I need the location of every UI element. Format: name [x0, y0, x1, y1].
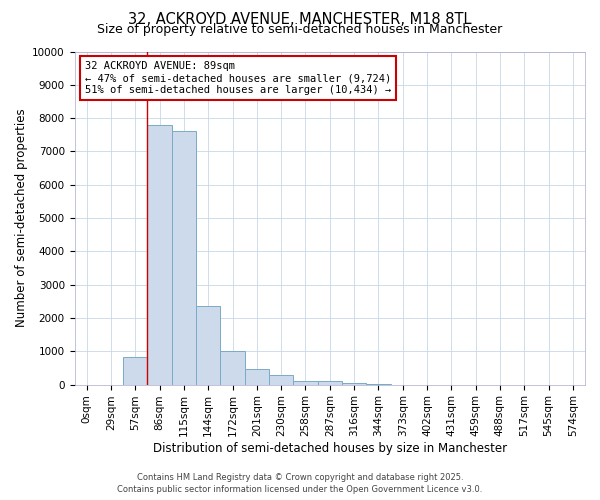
Bar: [245, 370, 269, 384]
X-axis label: Distribution of semi-detached houses by size in Manchester: Distribution of semi-detached houses by …: [152, 442, 507, 455]
Bar: [293, 380, 317, 384]
Text: 32 ACKROYD AVENUE: 89sqm
← 47% of semi-detached houses are smaller (9,724)
51% o: 32 ACKROYD AVENUE: 89sqm ← 47% of semi-d…: [85, 62, 391, 94]
Bar: [342, 383, 366, 384]
Bar: [220, 350, 245, 384]
Bar: [269, 374, 293, 384]
Bar: [123, 358, 148, 384]
Bar: [148, 126, 172, 384]
Bar: [196, 306, 220, 384]
Y-axis label: Number of semi-detached properties: Number of semi-detached properties: [15, 108, 28, 328]
Text: Contains HM Land Registry data © Crown copyright and database right 2025.
Contai: Contains HM Land Registry data © Crown c…: [118, 473, 482, 494]
Bar: [317, 382, 342, 384]
Bar: [172, 132, 196, 384]
Text: Size of property relative to semi-detached houses in Manchester: Size of property relative to semi-detach…: [97, 22, 503, 36]
Text: 32, ACKROYD AVENUE, MANCHESTER, M18 8TL: 32, ACKROYD AVENUE, MANCHESTER, M18 8TL: [128, 12, 472, 28]
